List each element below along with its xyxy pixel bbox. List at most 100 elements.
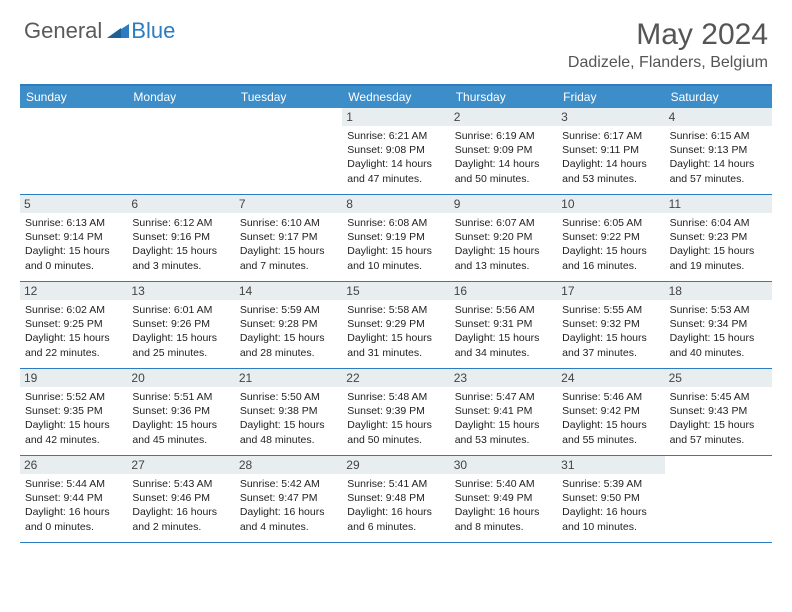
day-number: 3	[557, 108, 664, 126]
day-daylight1: Daylight: 15 hours	[670, 244, 767, 258]
day-daylight1: Daylight: 15 hours	[132, 418, 229, 432]
day-number: 4	[665, 108, 772, 126]
weekday-label: Monday	[127, 86, 234, 108]
weekday-label: Sunday	[20, 86, 127, 108]
day-cell: 6Sunrise: 6:12 AMSunset: 9:16 PMDaylight…	[127, 195, 234, 281]
week-row: 26Sunrise: 5:44 AMSunset: 9:44 PMDayligh…	[20, 456, 772, 543]
day-sunrise: Sunrise: 5:48 AM	[347, 390, 444, 404]
day-sunset: Sunset: 9:29 PM	[347, 317, 444, 331]
day-daylight1: Daylight: 16 hours	[132, 505, 229, 519]
day-daylight1: Daylight: 15 hours	[347, 244, 444, 258]
day-daylight2: and 42 minutes.	[25, 433, 122, 447]
header: General Blue May 2024 Dadizele, Flanders…	[0, 0, 792, 80]
day-daylight1: Daylight: 15 hours	[132, 244, 229, 258]
day-daylight2: and 50 minutes.	[347, 433, 444, 447]
day-sunrise: Sunrise: 5:55 AM	[562, 303, 659, 317]
day-number: 15	[342, 282, 449, 300]
day-sunrise: Sunrise: 6:10 AM	[240, 216, 337, 230]
day-sunrise: Sunrise: 5:53 AM	[670, 303, 767, 317]
day-cell: 15Sunrise: 5:58 AMSunset: 9:29 PMDayligh…	[342, 282, 449, 368]
day-sunrise: Sunrise: 6:17 AM	[562, 129, 659, 143]
day-daylight1: Daylight: 15 hours	[670, 331, 767, 345]
day-number: 29	[342, 456, 449, 474]
day-daylight1: Daylight: 15 hours	[455, 331, 552, 345]
day-number: 27	[127, 456, 234, 474]
day-sunset: Sunset: 9:32 PM	[562, 317, 659, 331]
day-cell	[127, 108, 234, 194]
day-daylight1: Daylight: 15 hours	[25, 244, 122, 258]
day-number	[127, 108, 234, 112]
day-daylight2: and 2 minutes.	[132, 520, 229, 534]
day-daylight1: Daylight: 14 hours	[562, 157, 659, 171]
day-sunrise: Sunrise: 5:47 AM	[455, 390, 552, 404]
day-sunrise: Sunrise: 5:46 AM	[562, 390, 659, 404]
day-sunrise: Sunrise: 5:50 AM	[240, 390, 337, 404]
day-daylight2: and 25 minutes.	[132, 346, 229, 360]
calendar: Sunday Monday Tuesday Wednesday Thursday…	[20, 84, 772, 543]
day-number: 9	[450, 195, 557, 213]
day-daylight2: and 40 minutes.	[670, 346, 767, 360]
day-cell: 24Sunrise: 5:46 AMSunset: 9:42 PMDayligh…	[557, 369, 664, 455]
day-cell: 30Sunrise: 5:40 AMSunset: 9:49 PMDayligh…	[450, 456, 557, 542]
day-number: 22	[342, 369, 449, 387]
day-number: 31	[557, 456, 664, 474]
day-daylight1: Daylight: 15 hours	[562, 244, 659, 258]
day-daylight2: and 13 minutes.	[455, 259, 552, 273]
week-row: 5Sunrise: 6:13 AMSunset: 9:14 PMDaylight…	[20, 195, 772, 282]
week-row: 19Sunrise: 5:52 AMSunset: 9:35 PMDayligh…	[20, 369, 772, 456]
day-daylight2: and 3 minutes.	[132, 259, 229, 273]
day-sunset: Sunset: 9:47 PM	[240, 491, 337, 505]
day-cell: 20Sunrise: 5:51 AMSunset: 9:36 PMDayligh…	[127, 369, 234, 455]
day-sunrise: Sunrise: 5:56 AM	[455, 303, 552, 317]
day-sunset: Sunset: 9:20 PM	[455, 230, 552, 244]
day-sunset: Sunset: 9:46 PM	[132, 491, 229, 505]
logo: General Blue	[24, 18, 175, 44]
day-sunrise: Sunrise: 6:13 AM	[25, 216, 122, 230]
day-daylight2: and 19 minutes.	[670, 259, 767, 273]
day-daylight1: Daylight: 15 hours	[455, 244, 552, 258]
day-daylight2: and 22 minutes.	[25, 346, 122, 360]
day-daylight2: and 28 minutes.	[240, 346, 337, 360]
day-sunrise: Sunrise: 5:39 AM	[562, 477, 659, 491]
day-sunset: Sunset: 9:26 PM	[132, 317, 229, 331]
day-daylight2: and 53 minutes.	[455, 433, 552, 447]
day-daylight2: and 47 minutes.	[347, 172, 444, 186]
day-cell: 22Sunrise: 5:48 AMSunset: 9:39 PMDayligh…	[342, 369, 449, 455]
weekday-label: Tuesday	[235, 86, 342, 108]
day-sunset: Sunset: 9:19 PM	[347, 230, 444, 244]
weekday-label: Saturday	[665, 86, 772, 108]
day-daylight1: Daylight: 16 hours	[240, 505, 337, 519]
day-number: 30	[450, 456, 557, 474]
day-number: 7	[235, 195, 342, 213]
day-sunrise: Sunrise: 5:52 AM	[25, 390, 122, 404]
day-sunrise: Sunrise: 6:05 AM	[562, 216, 659, 230]
day-sunset: Sunset: 9:11 PM	[562, 143, 659, 157]
day-number: 26	[20, 456, 127, 474]
day-cell: 9Sunrise: 6:07 AMSunset: 9:20 PMDaylight…	[450, 195, 557, 281]
day-daylight1: Daylight: 15 hours	[562, 418, 659, 432]
day-number: 14	[235, 282, 342, 300]
day-sunset: Sunset: 9:38 PM	[240, 404, 337, 418]
day-daylight2: and 57 minutes.	[670, 433, 767, 447]
day-daylight1: Daylight: 15 hours	[347, 331, 444, 345]
day-sunset: Sunset: 9:14 PM	[25, 230, 122, 244]
day-daylight2: and 6 minutes.	[347, 520, 444, 534]
weekday-header-row: Sunday Monday Tuesday Wednesday Thursday…	[20, 86, 772, 108]
day-sunset: Sunset: 9:49 PM	[455, 491, 552, 505]
day-number: 24	[557, 369, 664, 387]
day-cell: 17Sunrise: 5:55 AMSunset: 9:32 PMDayligh…	[557, 282, 664, 368]
day-daylight1: Daylight: 15 hours	[562, 331, 659, 345]
day-number: 21	[235, 369, 342, 387]
day-sunrise: Sunrise: 5:42 AM	[240, 477, 337, 491]
day-daylight1: Daylight: 14 hours	[670, 157, 767, 171]
day-number: 13	[127, 282, 234, 300]
day-number	[235, 108, 342, 112]
day-number: 28	[235, 456, 342, 474]
day-daylight2: and 57 minutes.	[670, 172, 767, 186]
day-cell: 18Sunrise: 5:53 AMSunset: 9:34 PMDayligh…	[665, 282, 772, 368]
day-cell	[20, 108, 127, 194]
day-sunset: Sunset: 9:28 PM	[240, 317, 337, 331]
day-sunrise: Sunrise: 5:44 AM	[25, 477, 122, 491]
day-daylight2: and 0 minutes.	[25, 259, 122, 273]
day-sunrise: Sunrise: 6:02 AM	[25, 303, 122, 317]
